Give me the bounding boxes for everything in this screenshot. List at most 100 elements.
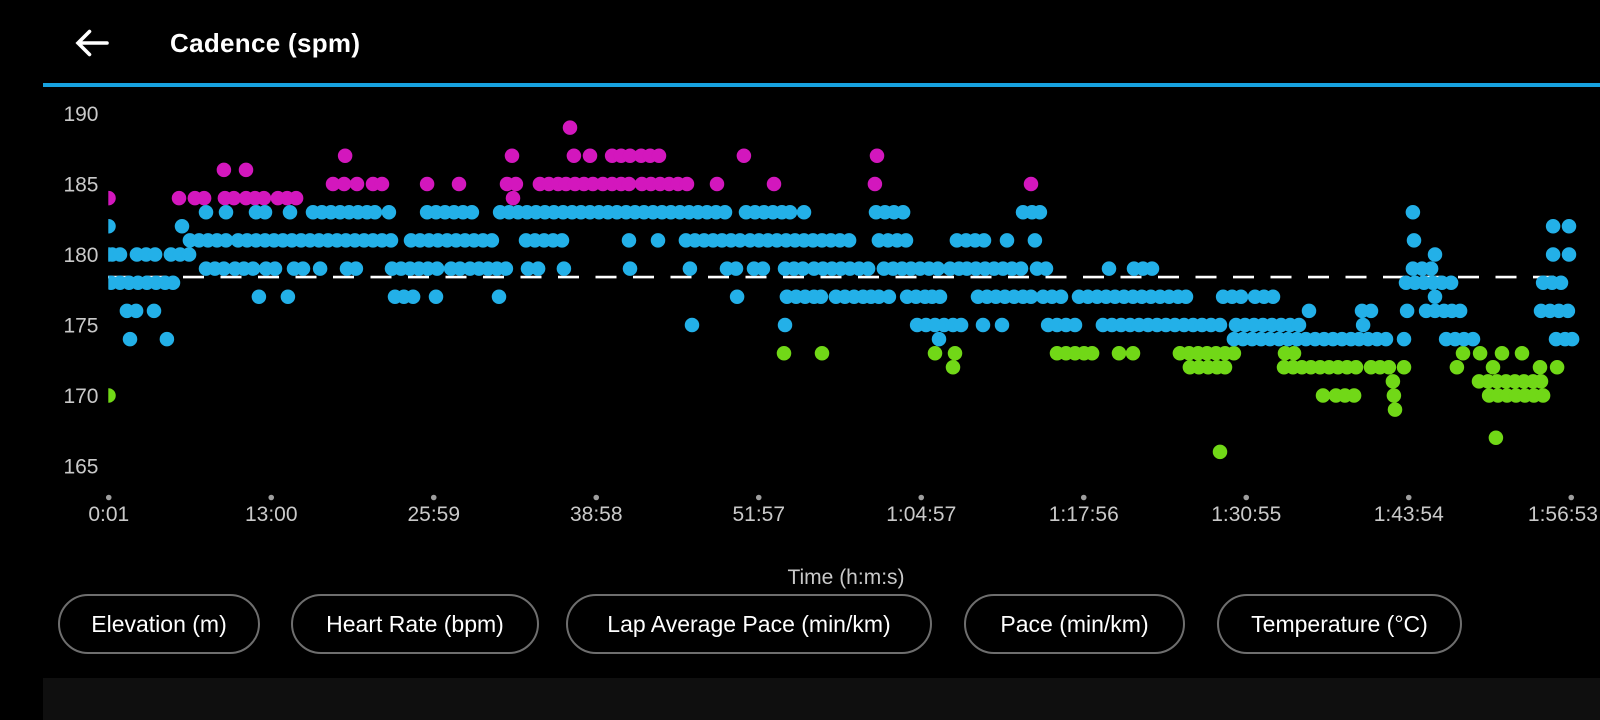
data-point — [108, 190, 116, 206]
data-point — [869, 148, 885, 164]
data-point — [621, 176, 637, 192]
data-point — [1067, 317, 1083, 333]
x-axis-label: 1:04:57 — [886, 503, 956, 526]
data-point — [679, 176, 695, 192]
data-point — [1494, 345, 1510, 361]
x-axis-tick-dot — [593, 494, 600, 501]
data-point — [383, 233, 399, 248]
data-point — [1233, 289, 1249, 305]
data-point — [732, 233, 748, 248]
data-point — [717, 204, 733, 220]
data-point — [709, 176, 725, 192]
data-point — [1396, 331, 1412, 347]
data-point — [218, 233, 234, 248]
data-point — [1535, 388, 1551, 403]
data-point — [1405, 204, 1421, 220]
data-point — [1514, 345, 1530, 361]
x-axis-tick-dot — [105, 494, 112, 501]
data-point — [1545, 219, 1561, 234]
x-axis-label: 25:59 — [407, 503, 460, 526]
data-point — [776, 345, 792, 361]
x-axis-tick-dot — [268, 494, 275, 501]
arrow-left-icon — [75, 29, 109, 57]
data-point — [1564, 331, 1580, 347]
data-point — [1532, 360, 1548, 375]
y-axis-label: 165 — [63, 456, 98, 479]
data-point — [336, 176, 352, 192]
data-point — [860, 261, 876, 276]
data-point — [216, 162, 232, 178]
data-point — [428, 289, 444, 305]
x-axis-labels: 0:01 13:00 25:59 38:58 51:57 1:04:57 1:17:56 1:… — [88, 503, 1598, 526]
data-point — [736, 148, 752, 164]
data-point — [429, 261, 445, 276]
button-lap-average-pace[interactable]: Lap Average Pace (min/km) — [566, 594, 932, 654]
data-point — [796, 204, 812, 220]
y-axis-label: 175 — [63, 315, 98, 338]
data-point — [218, 204, 234, 220]
x-axis-label: 1:56:53 — [1528, 503, 1598, 526]
data-point — [374, 176, 390, 192]
data-point — [755, 261, 771, 276]
data-point — [452, 261, 468, 276]
data-point — [813, 289, 829, 305]
data-point — [777, 317, 793, 333]
data-point — [1084, 345, 1100, 361]
data-point — [1101, 261, 1117, 276]
button-temperature[interactable]: Temperature (°C) — [1217, 594, 1462, 654]
button-heart-rate[interactable]: Heart Rate (bpm) — [291, 594, 539, 654]
data-point — [782, 204, 798, 220]
x-axis-tick-dot — [430, 494, 437, 501]
data-point — [112, 247, 128, 262]
data-point — [554, 233, 570, 248]
data-point — [1561, 247, 1577, 262]
data-point — [504, 148, 520, 164]
data-point — [312, 261, 328, 276]
data-point — [282, 204, 298, 220]
data-point — [1346, 388, 1362, 403]
data-point — [1038, 261, 1054, 276]
back-button[interactable] — [66, 22, 118, 64]
data-point — [508, 176, 524, 192]
scatter-points — [108, 120, 1580, 460]
data-point — [1488, 430, 1504, 446]
data-point — [146, 303, 162, 319]
x-axis-label: 0:01 — [88, 503, 129, 526]
data-point — [1449, 360, 1465, 375]
button-pace[interactable]: Pace (min/km) — [964, 594, 1185, 654]
data-point — [932, 289, 948, 305]
data-point — [1423, 261, 1439, 276]
data-point — [867, 176, 883, 192]
data-point — [367, 204, 383, 220]
data-point — [930, 261, 946, 276]
data-point — [1291, 317, 1307, 333]
data-point — [1443, 275, 1459, 290]
data-point — [280, 289, 296, 305]
data-point — [505, 190, 521, 206]
button-elevation[interactable]: Elevation (m) — [58, 594, 260, 654]
data-point — [651, 148, 667, 164]
data-point — [1396, 360, 1412, 375]
data-point — [729, 289, 745, 305]
x-axis-tick-dot — [918, 494, 925, 501]
data-point — [931, 331, 947, 347]
data-point — [927, 345, 943, 361]
data-point — [795, 261, 811, 276]
data-point — [1212, 317, 1228, 333]
data-point — [1549, 360, 1565, 375]
data-point — [491, 289, 507, 305]
data-point — [1560, 303, 1576, 319]
data-point — [1427, 289, 1443, 305]
data-point — [556, 261, 572, 276]
data-point — [947, 345, 963, 361]
data-point — [1023, 289, 1039, 305]
x-axis-label: 51:57 — [732, 503, 785, 526]
data-point — [1355, 317, 1371, 333]
data-point — [381, 204, 397, 220]
x-axis-tick-dot — [1568, 494, 1575, 501]
data-point — [288, 190, 304, 206]
x-axis-title: Time (h:m:s) — [787, 566, 904, 589]
bottom-sheet-edge — [43, 678, 1600, 720]
